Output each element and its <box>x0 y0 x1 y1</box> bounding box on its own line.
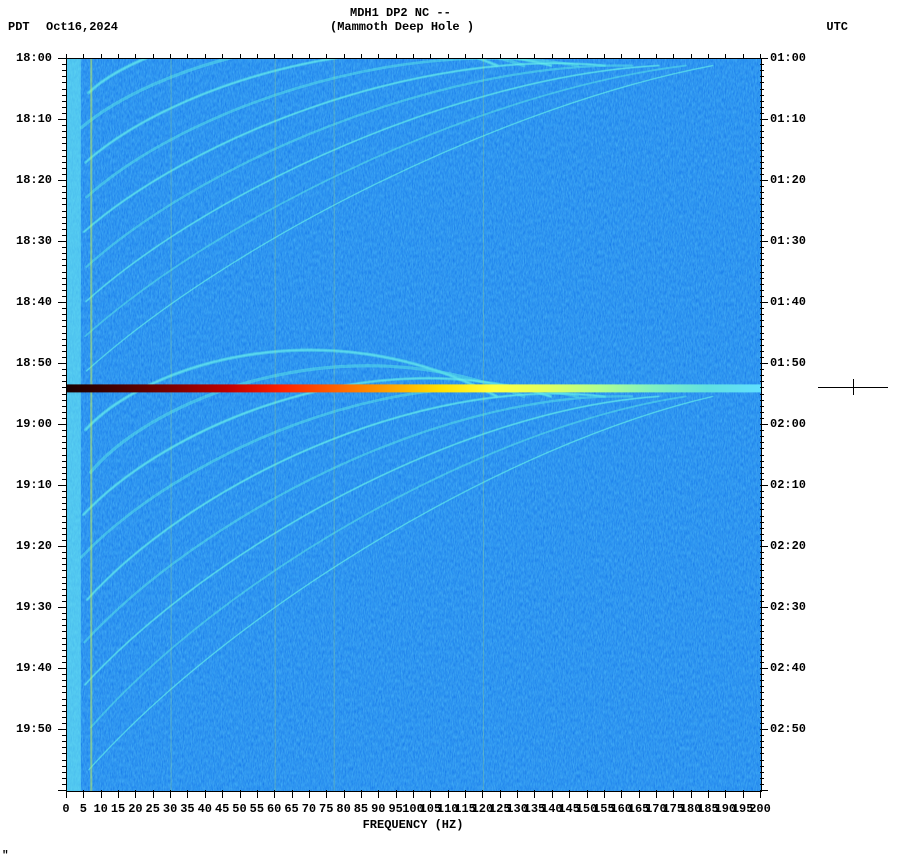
date-label: Oct16,2024 <box>46 20 118 34</box>
x-tick-label: 80 <box>336 802 350 816</box>
y-left-tick-label: 19:00 <box>16 418 52 430</box>
x-tick-label: 50 <box>232 802 246 816</box>
y-right-tick-label: 01:20 <box>770 174 806 186</box>
x-tick-label: 40 <box>198 802 212 816</box>
y-right-tick-label: 01:50 <box>770 357 806 369</box>
x-tick-label: 85 <box>354 802 368 816</box>
left-tz-label: PDT <box>8 20 30 34</box>
y-left-tick-label: 19:10 <box>16 479 52 491</box>
y-axis-left: 18:0018:1018:2018:3018:4018:5019:0019:10… <box>0 58 66 790</box>
y-right-tick-label: 02:50 <box>770 723 806 735</box>
x-tick-label: 90 <box>371 802 385 816</box>
x-tick-label: 65 <box>284 802 298 816</box>
y-left-tick-label: 18:20 <box>16 174 52 186</box>
x-tick-label: 70 <box>302 802 316 816</box>
y-right-tick-label: 02:30 <box>770 601 806 613</box>
right-tz-label: UTC <box>826 20 848 34</box>
title-line-1: MDH1 DP2 NC -- <box>350 6 451 20</box>
x-tick-label: 30 <box>163 802 177 816</box>
x-tick-label: 5 <box>80 802 87 816</box>
y-left-tick-label: 19:30 <box>16 601 52 613</box>
x-tick-label: 0 <box>62 802 69 816</box>
x-tick-label: 60 <box>267 802 281 816</box>
y-right-tick-label: 01:40 <box>770 296 806 308</box>
header: PDT Oct16,2024 MDH1 DP2 NC -- (Mammoth D… <box>0 4 902 44</box>
y-left-tick-label: 18:40 <box>16 296 52 308</box>
y-left-tick-label: 18:50 <box>16 357 52 369</box>
y-left-tick-label: 19:40 <box>16 662 52 674</box>
x-tick-label: 45 <box>215 802 229 816</box>
y-right-tick-label: 01:10 <box>770 113 806 125</box>
x-tick-label: 95 <box>388 802 402 816</box>
x-tick-label: 200 <box>749 802 771 816</box>
y-right-tick-label: 01:00 <box>770 52 806 64</box>
x-tick-label: 75 <box>319 802 333 816</box>
x-tick-label: 35 <box>180 802 194 816</box>
x-tick-label: 10 <box>93 802 107 816</box>
x-tick-label: 20 <box>128 802 142 816</box>
y-right-tick-label: 02:40 <box>770 662 806 674</box>
spectrogram-plot <box>66 58 762 792</box>
x-tick-label: 55 <box>250 802 264 816</box>
title-line-2: (Mammoth Deep Hole ) <box>330 20 474 34</box>
y-left-tick-label: 19:50 <box>16 723 52 735</box>
y-left-tick-label: 19:20 <box>16 540 52 552</box>
y-left-tick-label: 18:00 <box>16 52 52 64</box>
y-right-tick-label: 01:30 <box>770 235 806 247</box>
y-right-tick-label: 02:10 <box>770 479 806 491</box>
y-right-tick-label: 02:00 <box>770 418 806 430</box>
y-left-tick-label: 18:30 <box>16 235 52 247</box>
y-axis-right: 01:0001:1001:2001:3001:4001:5002:0002:10… <box>770 58 890 790</box>
x-tick-label: 25 <box>146 802 160 816</box>
x-axis-label: FREQUENCY (HZ) <box>363 818 464 832</box>
y-right-tick-label: 02:20 <box>770 540 806 552</box>
y-left-tick-label: 18:10 <box>16 113 52 125</box>
x-tick-label: 15 <box>111 802 125 816</box>
footer-mark: " <box>2 850 9 862</box>
